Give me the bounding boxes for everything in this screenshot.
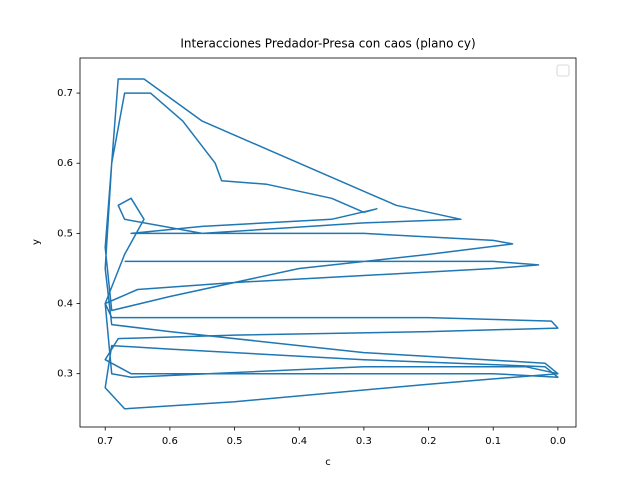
x-tick-label: 0.6 — [162, 436, 178, 447]
x-tick-label: 0.7 — [97, 436, 113, 447]
y-tick-label: 0.3 — [57, 369, 73, 380]
chart-title: Interacciones Predador-Presa con caos (p… — [180, 37, 475, 51]
legend — [556, 64, 570, 77]
y-tick-label: 0.6 — [57, 158, 73, 169]
y-tick-label: 0.4 — [57, 299, 73, 310]
plot-frame — [79, 57, 577, 428]
x-axis-label: c — [325, 457, 331, 468]
y-tick-label: 0.7 — [57, 88, 73, 99]
y-tick-label: 0.5 — [57, 228, 73, 239]
x-tick-label: 0.5 — [227, 436, 243, 447]
data-line — [104, 78, 559, 410]
y-axis-label: y — [31, 239, 42, 245]
x-tick-label: 0.3 — [356, 436, 372, 447]
x-tick-label: 0.2 — [421, 436, 437, 447]
x-tick-label: 0.1 — [485, 436, 501, 447]
x-tick-label: 0.0 — [550, 436, 566, 447]
x-tick-label: 0.4 — [291, 436, 307, 447]
